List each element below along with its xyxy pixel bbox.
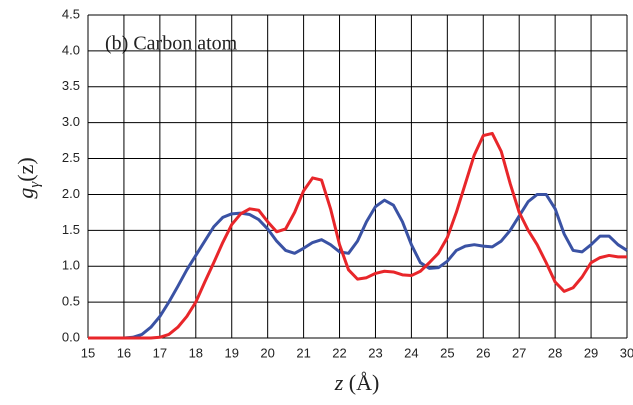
x-tick-label: 16 [117,345,131,360]
x-tick-label: 22 [332,345,346,360]
x-tick-label: 26 [476,345,490,360]
x-tick-label: 29 [584,345,598,360]
y-tick-label: 1.5 [62,222,80,237]
x-tick-label: 19 [224,345,238,360]
x-tick-label: 25 [440,345,454,360]
annotation: (b) Carbon atom [105,33,238,55]
y-tick-label: 4.0 [62,42,80,57]
y-label-arg: (z) [13,157,38,181]
y-tick-label: 1.0 [62,258,80,273]
y-label-base: g [13,188,38,199]
x-tick-label: 21 [296,345,310,360]
x-tick-label: 18 [189,345,203,360]
y-label-sub: γ [27,181,43,188]
x-label-var: z [334,370,344,395]
y-axis-label: gγ(z) [13,157,43,198]
y-tick-label: 0.0 [62,329,80,344]
x-tick-label: 24 [404,345,418,360]
x-tick-label: 20 [260,345,274,360]
x-tick-label: 27 [512,345,526,360]
y-tick-label: 3.5 [62,78,80,93]
series-line [88,192,628,340]
y-tick-label: 0.5 [62,294,80,309]
x-tick-label: 17 [153,345,167,360]
y-tick-label: 2.5 [62,150,80,165]
x-tick-label: 15 [81,345,95,360]
x-tick-label: 28 [548,345,562,360]
series-line [88,131,627,340]
x-tick-label: 23 [368,345,382,360]
x-label-unit: (Å) [349,370,380,395]
y-tick-label: 4.5 [62,6,80,21]
x-tick-label: 30 [620,345,633,360]
y-tick-label: 3.0 [62,114,80,129]
x-axis-label: z (Å) [334,370,380,395]
y-tick-label: 2.0 [62,186,80,201]
